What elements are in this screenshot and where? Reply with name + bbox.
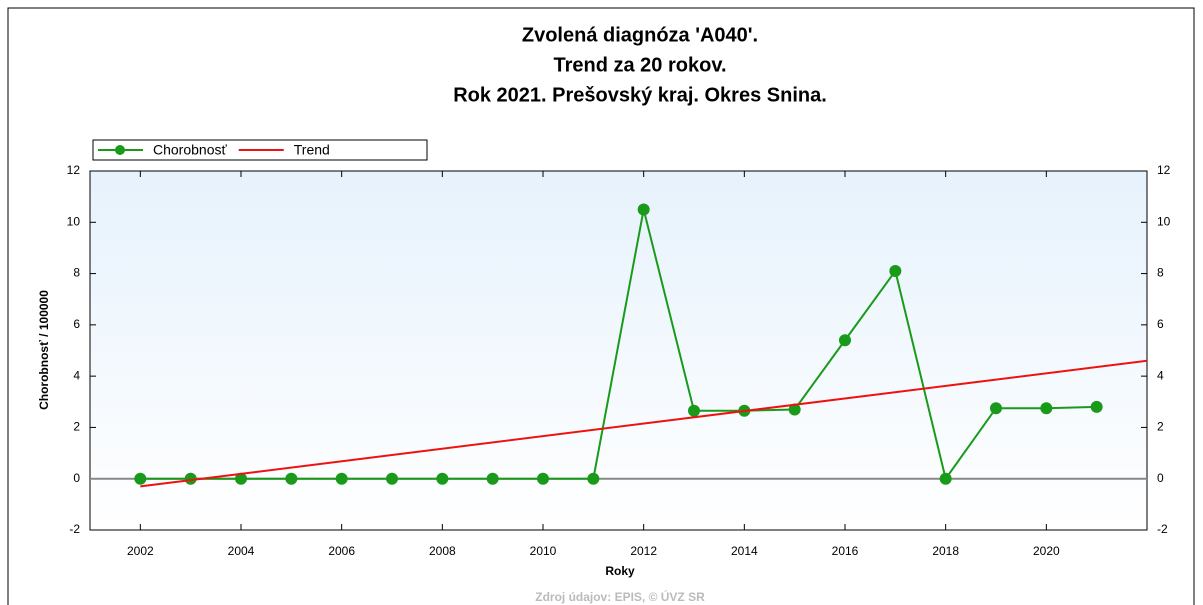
series-line bbox=[140, 209, 1097, 482]
y-tick-label: 4 bbox=[73, 368, 80, 382]
series-line bbox=[140, 359, 1148, 488]
marker bbox=[788, 403, 801, 416]
y2-tick-label: 4 bbox=[1157, 368, 1164, 382]
marker bbox=[889, 265, 902, 278]
marker bbox=[436, 472, 449, 485]
y-axis-label: Chorobnosť / 100000 bbox=[37, 290, 51, 410]
marker bbox=[235, 472, 247, 485]
y2-tick-label: 6 bbox=[1157, 317, 1164, 331]
plot-area bbox=[89, 170, 1148, 531]
marker bbox=[1090, 400, 1103, 413]
x-tick-label: 2010 bbox=[530, 544, 557, 558]
source: Zdroj údajov: EPIS, © ÚVZ SR bbox=[535, 589, 705, 604]
y-tick-label: 10 bbox=[67, 214, 81, 228]
marker bbox=[939, 472, 952, 485]
x-tick-label: 2004 bbox=[228, 544, 255, 558]
x-tick-label: 2016 bbox=[832, 544, 859, 558]
frame bbox=[7, 7, 1195, 605]
y2-tick-label: 0 bbox=[1157, 471, 1164, 485]
y2-tick-label: 10 bbox=[1157, 214, 1171, 228]
y-tick-label: 0 bbox=[73, 471, 80, 485]
y-tick-label: -2 bbox=[69, 522, 80, 536]
marker bbox=[335, 472, 348, 485]
y2-tick-label: 12 bbox=[1157, 163, 1171, 177]
marker bbox=[537, 472, 549, 485]
x-tick-label: 2002 bbox=[127, 544, 154, 558]
legend-label: Trend bbox=[294, 142, 330, 158]
chart-title: Zvolená diagnóza 'A040'. bbox=[522, 24, 758, 46]
y-tick-label: 8 bbox=[73, 266, 80, 280]
y2-tick-label: 2 bbox=[1157, 420, 1164, 434]
marker bbox=[134, 472, 147, 485]
y-tick-label: 12 bbox=[67, 163, 81, 177]
marker bbox=[688, 404, 700, 417]
x-tick-label: 2020 bbox=[1033, 544, 1060, 558]
x-axis-label: Roky bbox=[605, 564, 635, 578]
x-tick-label: 2008 bbox=[429, 544, 456, 558]
marker bbox=[386, 472, 398, 485]
x-tick-label: 2018 bbox=[932, 544, 959, 558]
legend-label: Chorobnosť bbox=[153, 142, 227, 158]
marker bbox=[285, 472, 298, 485]
marker bbox=[637, 203, 650, 216]
x-tick-label: 2014 bbox=[731, 544, 758, 558]
y2-tick-label: 8 bbox=[1157, 266, 1164, 280]
marker bbox=[990, 402, 1002, 415]
marker bbox=[587, 472, 600, 485]
marker bbox=[486, 472, 499, 485]
y-tick-label: 2 bbox=[73, 420, 80, 434]
chart-title: Trend za 20 rokov. bbox=[553, 54, 726, 76]
y2-tick-label: -2 bbox=[1157, 522, 1168, 536]
x-tick-label: 2012 bbox=[630, 544, 657, 558]
chart-title: Rok 2021. Prešovský kraj. Okres Snina. bbox=[453, 84, 827, 106]
y-tick-label: 6 bbox=[73, 317, 80, 331]
marker bbox=[839, 334, 851, 347]
legend-marker bbox=[115, 145, 125, 155]
marker bbox=[1040, 402, 1053, 415]
x-tick-label: 2006 bbox=[328, 544, 355, 558]
marker bbox=[184, 472, 197, 485]
